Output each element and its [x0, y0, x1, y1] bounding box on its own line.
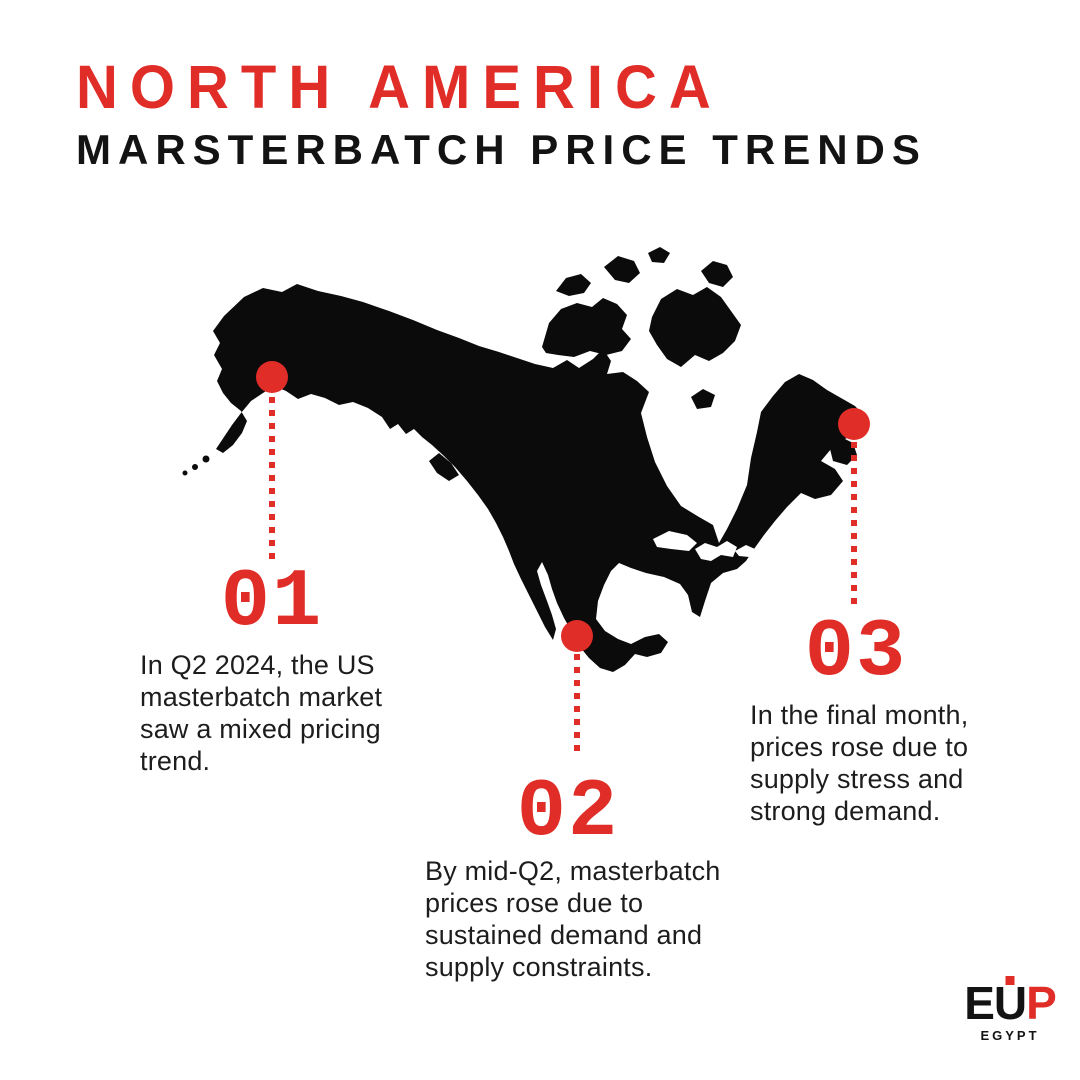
- logo-wordmark: E U P: [952, 976, 1068, 1029]
- page-title: NORTH AMERICA: [76, 53, 723, 122]
- logo-red-dot-icon: [1005, 976, 1015, 985]
- eup-egypt-logo: E U P EGYPT: [952, 976, 1068, 1043]
- logo-letter-u: U: [993, 976, 1027, 1029]
- logo-letter-p: P: [1026, 977, 1057, 1029]
- continent-silhouette: [213, 284, 867, 672]
- point-1-text: In Q2 2024, the US masterbatch market sa…: [140, 650, 383, 776]
- great-lakes: [653, 531, 755, 561]
- point-2-number: 02: [516, 766, 620, 859]
- point-1-number: 01: [220, 556, 324, 649]
- aleutian-islands: [182, 455, 210, 476]
- arctic-islands: [542, 247, 741, 409]
- map-marker-3-icon: [838, 408, 870, 440]
- point-3-text: In the final month, prices rose due to s…: [750, 700, 969, 826]
- leader-line-2: [574, 654, 580, 754]
- point-3-number: 03: [804, 606, 908, 699]
- logo-letter-e: E: [964, 977, 995, 1029]
- map-marker-1-icon: [256, 361, 288, 393]
- logo-subtext: EGYPT: [980, 1028, 1040, 1043]
- leader-line-3: [851, 442, 857, 608]
- page-subtitle: MARSTERBATCH PRICE TRENDS: [76, 126, 927, 173]
- map-marker-2-icon: [561, 620, 593, 652]
- logo-letter-u-glyph: U: [993, 977, 1027, 1029]
- point-2-text: By mid-Q2, masterbatch prices rose due t…: [425, 856, 721, 982]
- leader-line-1: [269, 397, 275, 560]
